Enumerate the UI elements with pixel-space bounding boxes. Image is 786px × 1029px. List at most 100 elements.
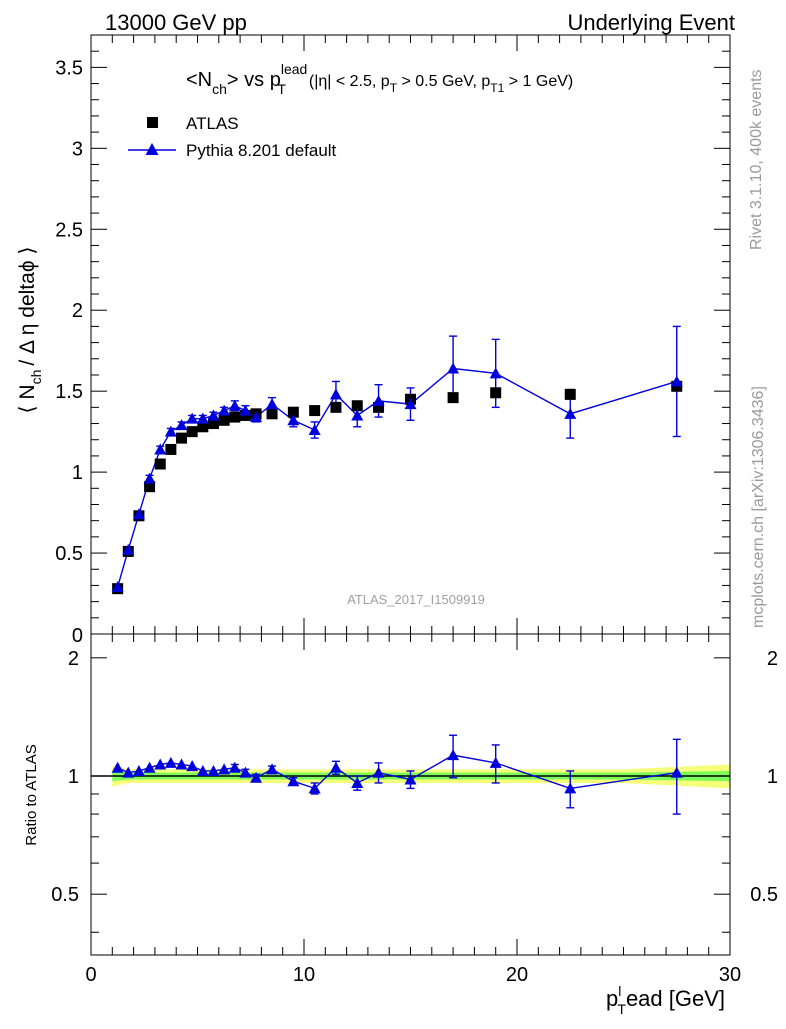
ratio-plot-frame	[90, 633, 731, 956]
pythia-point	[266, 398, 279, 410]
ratio-pythia-point	[404, 773, 417, 785]
pythia-point	[122, 543, 135, 555]
pythia-point	[239, 404, 252, 416]
atlas-point	[229, 411, 241, 423]
title-cuts-c: > 1 GeV)	[504, 73, 573, 90]
title-vs: > vs p	[227, 69, 281, 91]
pythia-point	[447, 362, 460, 374]
y-label-sub: ch	[28, 370, 44, 385]
x-label-sup: l	[618, 983, 621, 999]
atlas-point	[373, 401, 385, 413]
ratio-pythia-point	[186, 760, 199, 772]
atlas-point	[564, 388, 576, 400]
atlas-point	[287, 406, 299, 418]
atlas-point	[154, 458, 166, 470]
ratio-pythia-point	[111, 761, 124, 773]
analysis-watermark: ATLAS_2017_I1509919	[347, 592, 485, 607]
y-label-a: ⟨ N	[16, 384, 39, 413]
ratio-pythia-point	[143, 761, 156, 773]
x-label-p: p	[606, 986, 618, 1011]
title-cuts-a-sub: T	[390, 81, 398, 95]
ratio-pythia-point	[489, 756, 502, 768]
pythia-point	[404, 398, 417, 410]
ratio-pythia-point	[351, 776, 364, 788]
main-panel: 0.511.522.533.50 ATLAS_2017_I1509919 <Nc…	[16, 34, 731, 647]
main-y-tick-label: 1	[72, 462, 83, 484]
main-y-tick-label-zero: 0	[72, 625, 83, 647]
pythia-point	[489, 367, 502, 379]
title-cuts-b-sub: T1	[490, 81, 504, 95]
atlas-point	[176, 432, 188, 444]
pythia-point	[186, 412, 199, 424]
plot-title: <Nch> vs plead T (|η| < 2.5, pT > 0.5 GeV,…	[186, 61, 573, 97]
ratio-y-axis-label: Ratio to ATLAS	[23, 744, 40, 845]
title-n: <N	[186, 69, 212, 91]
rivet-version-label: Rivet 3.1.10, 400k events	[748, 69, 765, 250]
pythia-point	[670, 375, 683, 387]
pythia-point	[196, 412, 209, 424]
ratio-panel: 0 10 20 30 0.5 0.5 1 1 2 2 Ratio to ATLAS	[23, 633, 778, 986]
atlas-point	[490, 387, 502, 399]
atlas-point	[266, 408, 278, 420]
legend-pythia-marker	[145, 143, 159, 155]
ratio-pythia-point	[447, 749, 460, 761]
x-label-sub: T	[617, 1001, 626, 1017]
atlas-point	[309, 405, 321, 417]
pythia-point	[372, 394, 385, 406]
x-label-rest: ead [GeV]	[626, 986, 725, 1011]
main-y-tick-label: 0.5	[55, 543, 83, 565]
pythia-point	[564, 407, 577, 419]
ratio-pythia-point	[564, 782, 577, 794]
header-energy-label: 13000 GeV pp	[105, 10, 247, 35]
ratio-pythia-point	[207, 764, 220, 776]
atlas-point	[144, 481, 156, 493]
ratio-pythia-point	[250, 771, 263, 783]
ratio-pythia-point	[670, 766, 683, 778]
main-y-tick-label: 3.5	[55, 57, 83, 79]
ratio-y-tick-label-right: 2	[767, 648, 778, 670]
ratio-pythia-point	[287, 775, 300, 787]
ratio-pythia-point	[266, 763, 279, 775]
pythia-point	[154, 443, 167, 455]
legend-pythia-label: Pythia 8.201 default	[186, 141, 337, 160]
x-axis-label: pl Tead [GeV]	[606, 983, 725, 1017]
legend-atlas-label: ATLAS	[186, 114, 239, 133]
pythia-point	[175, 419, 188, 431]
pythia-point	[218, 404, 231, 416]
ratio-pythia-point	[132, 764, 145, 776]
x-tick-label: 20	[506, 964, 528, 986]
atlas-point	[351, 400, 363, 412]
atlas-point	[207, 418, 219, 430]
header-process-label: Underlying Event	[567, 10, 735, 35]
ratio-y-tick-label: 2	[68, 648, 79, 670]
mcplots-label: mcplots.cern.ch [arXiv:1306.3436]	[750, 386, 767, 628]
atlas-point	[197, 421, 209, 433]
atlas-point	[330, 401, 342, 413]
pythia-point	[250, 411, 263, 423]
main-y-axis-label: ⟨ Nch / Δ η deltaϕ ⟩	[16, 246, 44, 413]
legend-atlas-marker	[147, 117, 158, 128]
x-tick-label: 30	[719, 964, 741, 986]
ratio-pythia-point	[239, 766, 252, 778]
x-tick-label: 10	[293, 964, 315, 986]
y-label-b: / Δ η deltaϕ ⟩	[16, 246, 39, 365]
legend: ATLAS Pythia 8.201 default	[128, 114, 337, 160]
pythia-point	[228, 399, 241, 411]
pythia-point	[111, 581, 124, 593]
main-y-tick-label: 2.5	[55, 219, 83, 241]
ratio-y-tick-label: 0.5	[51, 884, 79, 906]
ratio-pythia-point	[228, 761, 241, 773]
ratio-pythia-point	[175, 758, 188, 770]
ratio-pythia-point	[218, 763, 231, 775]
main-y-tick-label: 1.5	[55, 381, 83, 403]
atlas-point	[165, 443, 177, 455]
title-t-sub: T	[277, 81, 286, 97]
x-tick-label: 0	[85, 964, 96, 986]
pythia-point	[308, 424, 321, 436]
ratio-pythia-point	[196, 764, 209, 776]
atlas-point	[218, 414, 230, 426]
pythia-point	[164, 425, 177, 437]
title-cuts-a: (|η| < 2.5, p	[309, 73, 390, 90]
